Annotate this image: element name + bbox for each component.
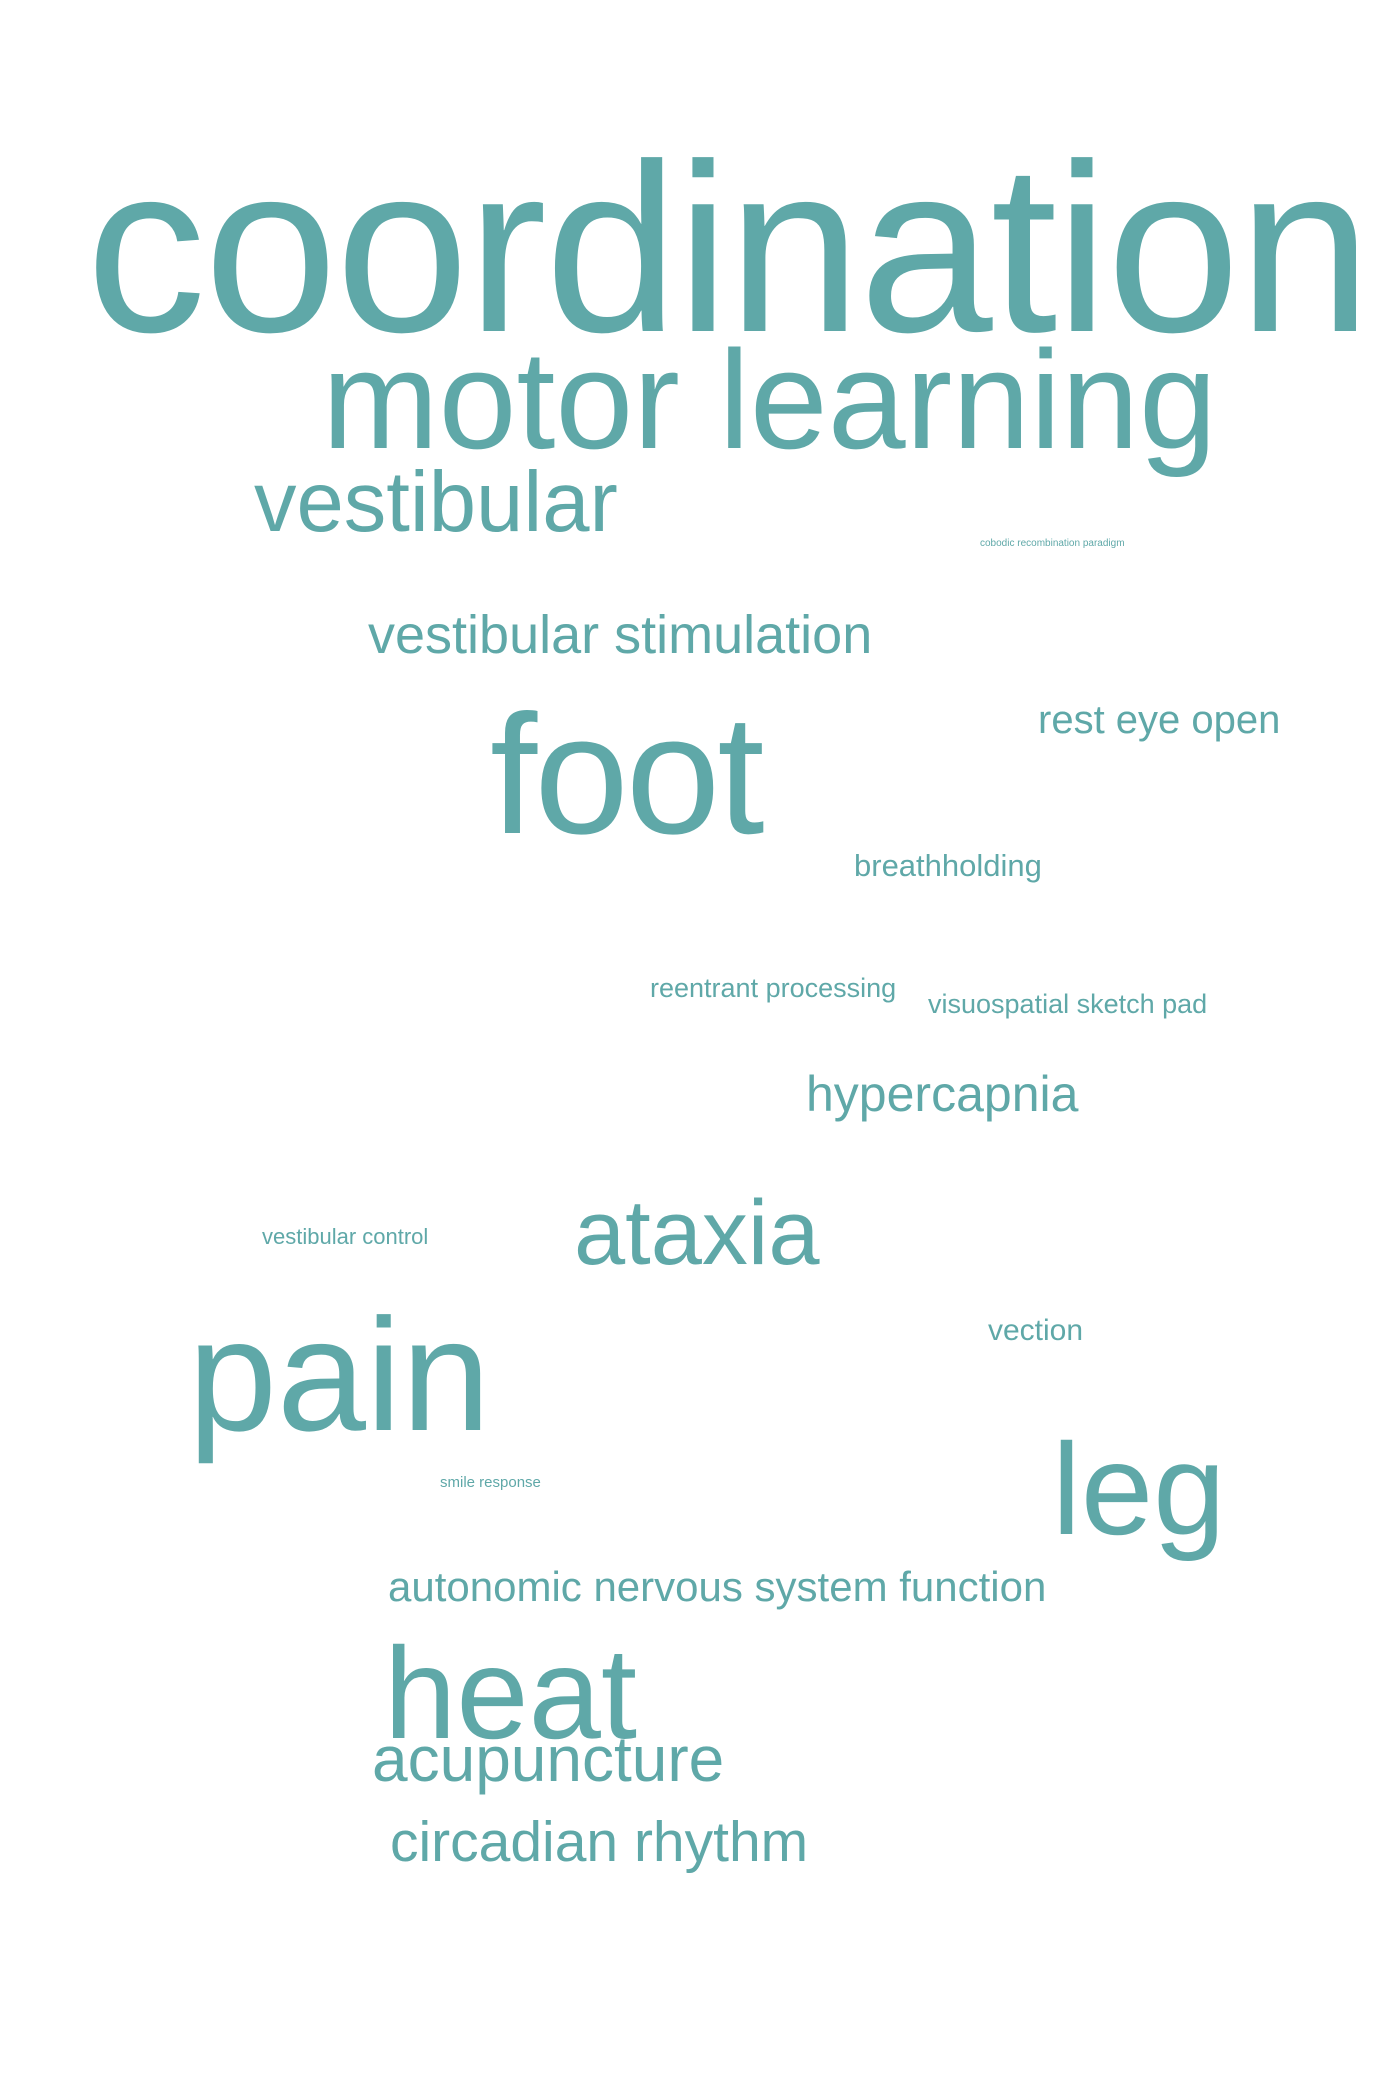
word-pain: pain [188, 1285, 491, 1464]
word-coordination: coordination [86, 114, 1372, 382]
word-motor-learning: motor learning [322, 321, 1217, 478]
word-ataxia: ataxia [574, 1182, 820, 1284]
word-hypercapnia: hypercapnia [806, 1066, 1079, 1122]
word-reentrant-processing: reentrant processing [650, 973, 897, 1003]
word-leg: leg [1052, 1416, 1226, 1562]
word-breathholding: breathholding [854, 848, 1042, 883]
word-visuospatial-sketch-pad: visuospatial sketch pad [928, 989, 1208, 1019]
word-vestibular: vestibular [254, 455, 618, 550]
word-acupuncture: acupuncture [372, 1723, 725, 1795]
word-autonomic-nervous-system-function: autonomic nervous system function [388, 1563, 1047, 1610]
word-foot: foot [490, 680, 765, 870]
word-cobodic-recombination-paradigm: cobodic recombination paradigm [980, 538, 1125, 549]
word-vestibular-stimulation: vestibular stimulation [368, 605, 873, 665]
word-circadian-rhythm: circadian rhythm [390, 1810, 809, 1874]
word-heat: heat [384, 1620, 638, 1766]
word-smile-response: smile response [440, 1474, 541, 1491]
word-vection: vection [988, 1314, 1084, 1347]
word-rest-eye-open: rest eye open [1038, 698, 1281, 742]
word-vestibular-control: vestibular control [262, 1224, 429, 1249]
